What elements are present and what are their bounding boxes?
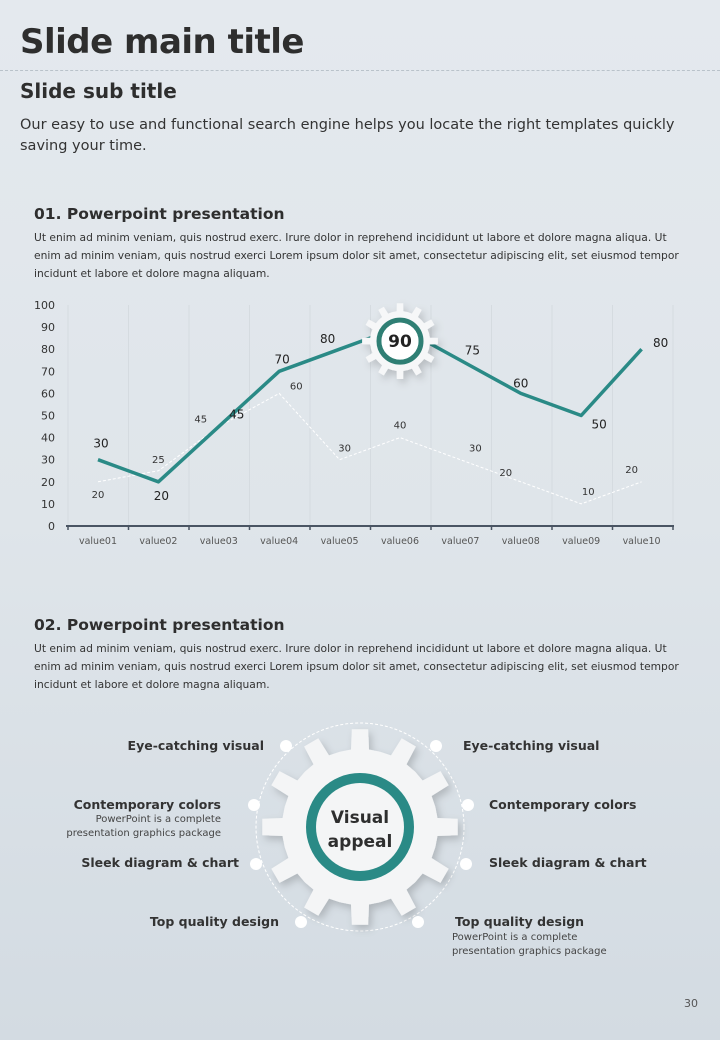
y-tick-label: 10 bbox=[41, 498, 55, 511]
y-tick-label: 0 bbox=[48, 520, 55, 533]
x-tick-label: value08 bbox=[502, 536, 540, 547]
x-tick-label: value09 bbox=[562, 536, 600, 547]
y-tick-label: 50 bbox=[41, 410, 55, 423]
x-tick-label: value02 bbox=[139, 536, 177, 547]
left-item-3-title: Sleek diagram & chart bbox=[81, 855, 239, 870]
section2-text: Ut enim ad minim veniam, quis nostrud ex… bbox=[34, 642, 679, 691]
right-item-4-desc2: presentation graphics package bbox=[452, 946, 607, 957]
dashed-orbit bbox=[255, 722, 465, 932]
highlight-label: 90 bbox=[388, 332, 412, 352]
section1-text: Ut enim ad minim veniam, quis nostrud ex… bbox=[34, 231, 679, 280]
series1-data-label: 45 bbox=[229, 408, 244, 422]
x-tick-label: value01 bbox=[79, 536, 117, 547]
series1-data-label: 60 bbox=[513, 376, 528, 390]
y-tick-label: 80 bbox=[41, 343, 55, 356]
slide-main-title: Slide main title bbox=[20, 22, 304, 62]
dot-right-3 bbox=[460, 858, 472, 870]
series2-data-label: 30 bbox=[338, 444, 351, 455]
right-item-4-title: Top quality design bbox=[455, 914, 585, 929]
series1-data-label: 70 bbox=[275, 352, 290, 366]
series2-data-label: 20 bbox=[499, 468, 512, 479]
page-number: 30 bbox=[684, 997, 698, 1010]
series1-line bbox=[97, 325, 643, 484]
slide-sub-title: Slide sub title bbox=[20, 79, 177, 103]
x-tick-label: value05 bbox=[321, 536, 359, 547]
right-item-3-title: Sleek diagram & chart bbox=[489, 855, 647, 870]
x-tick-label: value06 bbox=[381, 536, 419, 547]
y-tick-label: 20 bbox=[41, 476, 55, 489]
y-tick-label: 90 bbox=[41, 321, 55, 334]
right-item-2-title: Contemporary colors bbox=[489, 797, 637, 812]
y-tick-label: 30 bbox=[41, 454, 55, 467]
series1-data-label: 75 bbox=[465, 343, 480, 357]
dot-left-1 bbox=[280, 740, 292, 752]
left-item-2-title: Contemporary colors bbox=[73, 797, 221, 812]
title-divider bbox=[0, 70, 720, 71]
series1-data-label: 80 bbox=[653, 336, 668, 350]
center-line2: appeal bbox=[328, 832, 393, 852]
x-tick-label: value07 bbox=[441, 536, 479, 547]
series2-data-label: 40 bbox=[394, 421, 407, 432]
center-line1: Visual bbox=[331, 808, 389, 828]
left-item-4-title: Top quality design bbox=[149, 914, 279, 929]
series1-data-label: 20 bbox=[154, 489, 169, 503]
series2-data-label: 20 bbox=[92, 490, 105, 501]
dot-right-2 bbox=[462, 799, 474, 811]
series2-data-label: 60 bbox=[290, 381, 303, 392]
series2-data-label: 20 bbox=[625, 465, 638, 476]
intro-text: Our easy to use and functional search en… bbox=[20, 117, 675, 154]
section1-title: 01. Powerpoint presentation bbox=[34, 205, 285, 223]
y-tick-label: 40 bbox=[41, 432, 55, 445]
y-tick-label: 60 bbox=[41, 387, 55, 400]
x-tick-label: value03 bbox=[200, 536, 238, 547]
gear-diagram: Visual appeal bbox=[248, 722, 474, 932]
x-tick-label: value10 bbox=[623, 536, 661, 547]
series1-data-label: 30 bbox=[93, 437, 108, 451]
y-tick-label: 100 bbox=[34, 299, 55, 312]
left-item-1-title: Eye-catching visual bbox=[127, 738, 264, 753]
dot-left-4 bbox=[295, 916, 307, 928]
highlight-ring bbox=[376, 317, 424, 365]
highlight-disc bbox=[381, 322, 419, 360]
dot-right-4 bbox=[412, 916, 424, 928]
right-item-4-desc1: PowerPoint is a complete bbox=[452, 932, 578, 943]
series2-data-label: 10 bbox=[582, 487, 595, 498]
series2-data-label: 25 bbox=[152, 455, 165, 466]
x-tick-label: value04 bbox=[260, 536, 298, 547]
left-item-2-desc2: presentation graphics package bbox=[66, 828, 221, 839]
dot-left-3 bbox=[250, 858, 262, 870]
section2-title: 02. Powerpoint presentation bbox=[34, 616, 285, 634]
series1-data-label: 50 bbox=[592, 418, 607, 432]
left-item-2-desc1: PowerPoint is a complete bbox=[95, 814, 221, 825]
dot-left-2 bbox=[248, 799, 260, 811]
series2-data-label: 45 bbox=[194, 415, 207, 426]
y-tick-label: 70 bbox=[41, 365, 55, 378]
series2-line bbox=[97, 392, 642, 505]
dot-right-1 bbox=[430, 740, 442, 752]
center-disc bbox=[316, 783, 404, 871]
right-item-1-title: Eye-catching visual bbox=[463, 738, 600, 753]
line-chart: 0 10 20 30 40 50 60 70 80 90 100 value01 value02 valu… bbox=[34, 299, 674, 547]
series1-data-label: 80 bbox=[320, 332, 335, 346]
series2-data-label: 30 bbox=[469, 444, 482, 455]
